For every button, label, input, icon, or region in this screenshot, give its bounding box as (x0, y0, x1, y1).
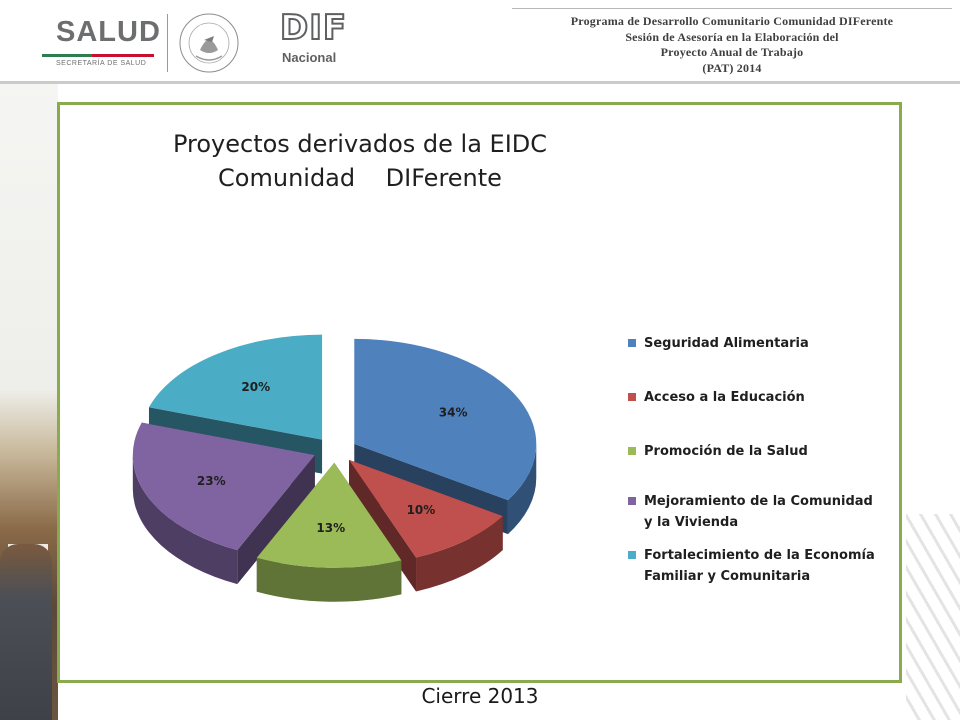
pie-slice-top (256, 462, 402, 568)
pie-slice-top (132, 422, 315, 551)
background-photo (0, 84, 58, 720)
header-rule (0, 81, 960, 84)
salud-logo-subtitle: SECRETARÍA DE SALUD (56, 60, 147, 67)
photo-person (0, 544, 52, 720)
pie-slice-side (256, 557, 402, 602)
pie-slice-side (507, 443, 537, 535)
legend-swatch (628, 497, 636, 505)
slide-header: SALUD SECRETARÍA DE SALUD DIF Nacional P… (0, 0, 960, 84)
pie-slice-wall (237, 455, 315, 585)
pie-data-label: 20% (241, 380, 270, 394)
pie-slice-side (416, 516, 503, 592)
dif-logo-subtitle: Nacional (282, 50, 337, 65)
salud-logo-red-bar (92, 54, 154, 57)
chart-panel: Proyectos derivados de la EIDC Comunidad… (57, 102, 902, 683)
salud-logo: SALUD SECRETARÍA DE SALUD (42, 12, 160, 72)
legend-swatch (628, 447, 636, 455)
legend-label-line: y la Vivienda (644, 515, 739, 530)
footer-label: Cierre 2013 (421, 684, 539, 708)
mexico-seal-icon (179, 13, 239, 73)
legend-label: Acceso a la Educación (644, 387, 898, 408)
legend-label-line: Acceso a la Educación (644, 390, 805, 405)
pie-slice-top (148, 334, 323, 440)
pie-slice (132, 422, 315, 585)
header-title-rule (512, 8, 952, 9)
chart-title-line: Proyectos derivados de la EIDC (172, 130, 548, 158)
background-pattern-fade (906, 84, 960, 514)
pie-data-label: 13% (316, 521, 345, 535)
legend-label-line: Mejoramiento de la Comunidad (644, 494, 873, 509)
logo-divider (167, 14, 168, 72)
legend-swatch (628, 551, 636, 559)
program-title-line: Sesión de Asesoría en la Elaboración del (625, 29, 839, 44)
legend-label: Mejoramiento de la Comunidad y la Viviend… (644, 491, 898, 533)
pie-chart: 34% 10% 13% 23% 20% (132, 334, 537, 602)
legend-label: Seguridad Alimentaria (644, 333, 898, 354)
legend-label-line: Familiar y Comunitaria (644, 569, 811, 584)
pie-data-label: 10% (407, 503, 436, 517)
chart-title-line: Comunidad DIFerente (218, 164, 502, 192)
dif-logo: DIF Nacional (279, 7, 348, 70)
pie-slice-top (349, 459, 503, 558)
program-title-line: Programa de Desarrollo Comunitario Comun… (570, 14, 894, 28)
legend-label: Promoción de la Salud (644, 441, 898, 462)
salud-logo-word: SALUD (56, 16, 161, 48)
program-title-line: (PAT) 2014 (702, 60, 762, 75)
salud-logo-green-bar (42, 54, 92, 57)
background-pattern (906, 84, 960, 720)
program-title: Programa de Desarrollo Comunitario Comun… (512, 14, 952, 76)
pie-slice-top (354, 338, 537, 501)
legend-swatch (628, 393, 636, 401)
pie-slice-side (132, 455, 238, 585)
pie-slice (256, 462, 402, 602)
legend-label: Fortalecimiento de la Economía Familiar y… (644, 545, 898, 587)
legend-label-line: Promoción de la Salud (644, 444, 808, 459)
legend-label-line: Seguridad Alimentaria (644, 336, 809, 351)
chart-title: Proyectos derivados de la EIDC Comunidad… (60, 127, 660, 195)
dif-logo-word: DIF (279, 7, 348, 49)
legend-swatch (628, 339, 636, 347)
program-title-line: Proyecto Anual de Trabajo (660, 45, 804, 59)
pie-data-label: 23% (197, 474, 226, 488)
legend-label-line: Fortalecimiento de la Economía (644, 548, 875, 563)
pie-data-label: 34% (439, 405, 468, 419)
